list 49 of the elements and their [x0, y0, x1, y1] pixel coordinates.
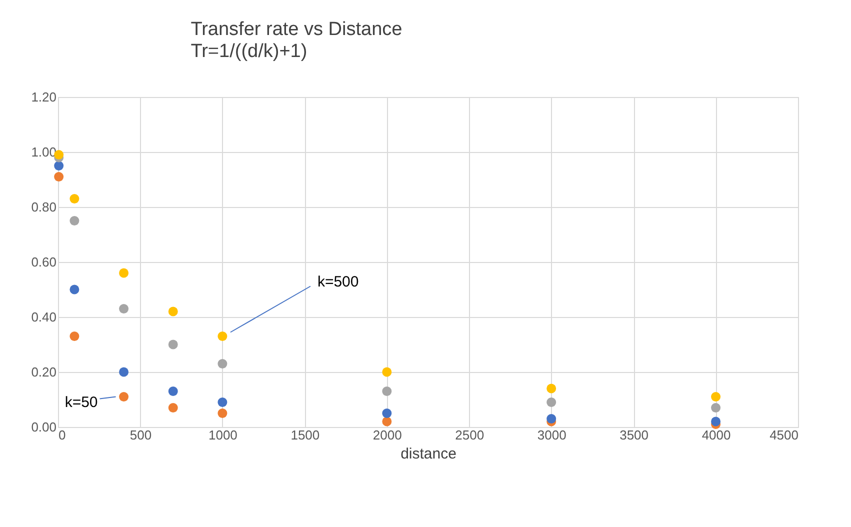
point [54, 172, 64, 182]
point [382, 408, 392, 418]
x-tick-label: 2500 [455, 428, 484, 442]
point [119, 367, 129, 377]
x-tick-label: 4000 [702, 428, 731, 442]
point [119, 304, 129, 314]
point [711, 403, 721, 412]
point [168, 306, 178, 316]
point [218, 332, 228, 341]
x-tick-label: 4500 [770, 428, 798, 442]
x-tick-label: 0 [58, 428, 66, 442]
annotation: k=500 [317, 273, 359, 290]
chart-subtitle: Tr=1/((d/k)+1) [190, 41, 308, 62]
point [546, 414, 556, 424]
point [382, 416, 392, 426]
point [711, 392, 721, 402]
x-tick-label: 3000 [537, 428, 566, 442]
point [382, 367, 392, 377]
point [218, 359, 228, 368]
chart-title: Transfer rate vs Distance [190, 19, 402, 40]
y-tick-label: 0.80 [31, 200, 56, 214]
x-tick-label: 500 [130, 428, 152, 442]
x-tick-label: 1000 [208, 428, 238, 442]
point [168, 340, 178, 350]
point [70, 216, 80, 226]
point [218, 398, 228, 407]
annotation: k=50 [64, 394, 98, 411]
x-tick-label: 1500 [290, 428, 320, 442]
point [218, 408, 228, 418]
y-tick-label: 0.60 [31, 254, 56, 270]
x-tick-label: 3500 [620, 428, 649, 442]
point [168, 403, 178, 412]
point [70, 332, 80, 341]
y-tick-label: 0.40 [31, 310, 56, 324]
y-tick-label: 0.00 [31, 420, 56, 434]
point [711, 416, 721, 426]
y-tick-label: 1.20 [31, 90, 56, 104]
x-tick-label: 2000 [372, 428, 402, 442]
point [546, 398, 556, 407]
y-tick-label: 0.20 [31, 364, 56, 380]
point [546, 384, 556, 394]
point [119, 392, 129, 402]
x-axis-title: distance [400, 446, 456, 462]
point [119, 268, 129, 278]
point [54, 161, 64, 170]
point [70, 284, 80, 294]
point [70, 194, 80, 204]
point [168, 386, 178, 396]
point [382, 386, 392, 396]
